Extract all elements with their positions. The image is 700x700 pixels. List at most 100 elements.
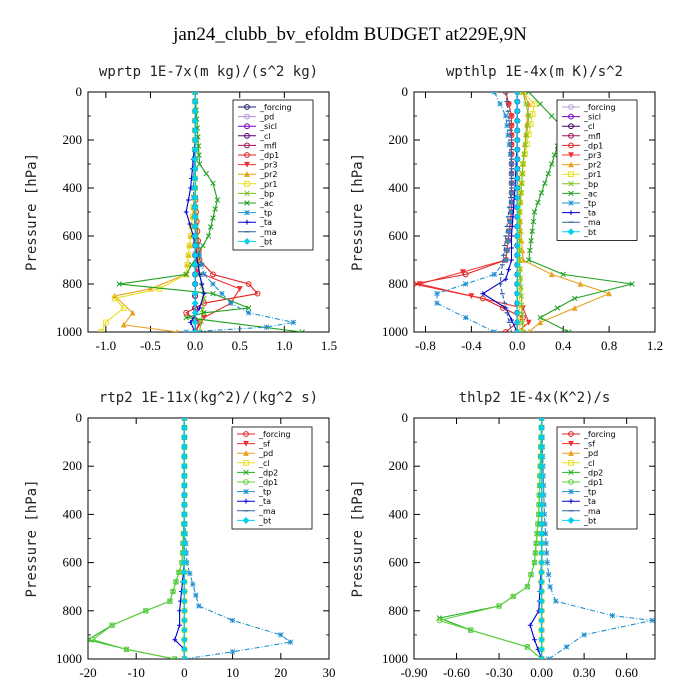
legend-entry: _pr1: [583, 170, 601, 179]
y-axis-label: Pressure [hPa]: [350, 479, 366, 597]
data-point: [212, 206, 218, 212]
data-point: [538, 418, 546, 422]
y-tick-label: 800: [63, 276, 83, 291]
legend-entry: _bt: [583, 516, 596, 525]
data-point: [180, 578, 188, 586]
legend-marker: [244, 113, 250, 120]
legend-entry: _cl: [583, 122, 595, 131]
y-tick-label: 800: [63, 603, 83, 618]
data-point: [517, 199, 524, 206]
data-point: [510, 593, 517, 600]
data-point: [191, 136, 199, 144]
data-point: [497, 101, 503, 107]
data-point: [513, 155, 521, 163]
data-point: [173, 578, 179, 585]
data-point: [513, 117, 521, 125]
legend-entry: _pr1: [259, 180, 277, 189]
legend-marker: [243, 459, 249, 466]
data-point: [538, 645, 546, 653]
y-tick-label: 600: [389, 228, 409, 243]
data-point: [581, 632, 587, 638]
legend-entry: _forcing: [258, 430, 291, 439]
data-point: [516, 218, 523, 225]
data-point: [180, 443, 188, 451]
data-point: [528, 238, 534, 244]
data-point: [191, 92, 199, 96]
y-tick-label: 800: [389, 276, 409, 291]
data-point: [508, 209, 515, 215]
x-tick-label: 0.0: [509, 338, 525, 353]
data-point: [180, 539, 188, 547]
legend-entry: _bt: [583, 228, 596, 237]
data-point: [516, 257, 523, 263]
data-point: [509, 257, 514, 263]
data-point: [513, 174, 521, 182]
series-line-tp: [436, 92, 513, 332]
data-point: [191, 117, 199, 125]
data-point: [191, 242, 199, 250]
y-tick-label: 400: [389, 506, 409, 521]
data-point: [509, 224, 515, 229]
data-point: [526, 92, 532, 95]
x-tick-label: 0.8: [601, 338, 617, 353]
legend-entry: _ta: [583, 497, 596, 506]
legend-marker: [568, 113, 574, 120]
data-point: [517, 266, 523, 272]
data-point: [191, 194, 199, 202]
data-point: [180, 433, 188, 441]
legend-marker: [568, 132, 574, 139]
chart-panel-1: wprtp 1E-7x(m kg)/(s^2 kg) Pressure [hPa]…: [24, 64, 337, 353]
data-point: [180, 510, 188, 518]
data-point: [191, 232, 199, 240]
legend-marker: [568, 181, 574, 187]
data-point: [538, 424, 546, 432]
data-point: [191, 107, 199, 115]
data-point: [191, 309, 199, 317]
data-point: [513, 318, 521, 326]
legend-entry: _ma: [259, 228, 277, 237]
legend-entry: _dp1: [583, 141, 603, 150]
data-point: [506, 267, 512, 272]
data-point: [538, 462, 546, 470]
data-point: [491, 92, 498, 95]
legend: _forcing_sicl_cl_mfl_dp1_pr3_pr2_pr1_bp_…: [556, 99, 638, 241]
data-point: [210, 290, 216, 297]
data-point: [513, 290, 521, 298]
data-point: [254, 290, 261, 297]
chart-panel-3: rtp2 1E-11x(kg^2)/(kg^2 s) Pressure [hPa]…: [24, 390, 336, 680]
data-point: [191, 184, 199, 192]
data-point: [229, 649, 236, 655]
data-point: [180, 597, 188, 605]
data-point: [516, 329, 523, 332]
legend-entry: _tp: [258, 488, 271, 497]
data-point: [513, 222, 521, 230]
legend-entry: _pd: [583, 449, 598, 458]
legend-entry: _cl: [258, 459, 270, 468]
data-point: [542, 530, 549, 537]
data-point: [462, 314, 469, 321]
data-point: [172, 637, 178, 643]
series-line-dp2: [437, 418, 543, 659]
data-point: [88, 636, 91, 643]
series-line-tp: [186, 92, 294, 332]
data-point: [109, 622, 115, 629]
data-point: [290, 319, 297, 326]
legend-marker: [568, 498, 574, 504]
data-point: [120, 321, 127, 328]
data-point: [496, 603, 502, 609]
y-tick-label: 1000: [56, 324, 82, 339]
data-point: [491, 329, 498, 332]
series-group: [436, 418, 655, 659]
chart-panel-4: thlp2 1E-4x(K^2)/s Pressure [hPa] 0 200 400 6…: [350, 390, 656, 680]
legend-marker: [244, 180, 250, 187]
data-point: [520, 92, 526, 95]
legend-entry: _pd: [259, 113, 274, 122]
data-point: [191, 318, 199, 326]
data-point: [459, 269, 466, 276]
data-point: [200, 242, 206, 249]
legend-marker: [244, 132, 250, 139]
data-point: [538, 501, 546, 509]
data-point: [183, 209, 189, 215]
legend-marker: [242, 516, 250, 524]
data-point: [491, 271, 498, 278]
